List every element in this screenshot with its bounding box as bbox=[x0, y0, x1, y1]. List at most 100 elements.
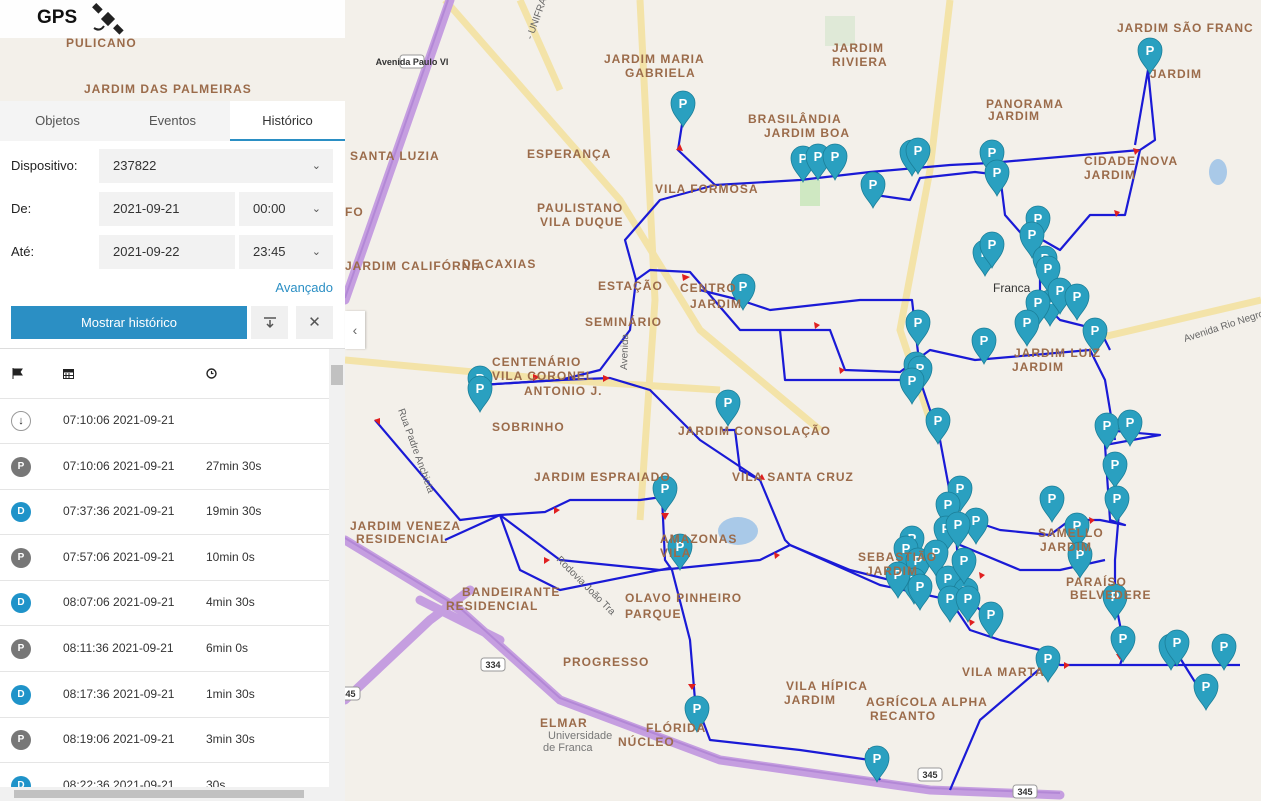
left-panel: GPS Objetos Eventos Histórico Dispositiv… bbox=[0, 0, 345, 801]
device-select[interactable]: 237822 ⌄ bbox=[99, 149, 333, 183]
row-time: 07:10:06 2021-09-21 bbox=[63, 413, 175, 427]
parking-marker-icon[interactable]: P bbox=[1211, 633, 1237, 672]
scroll-hthumb[interactable] bbox=[14, 790, 304, 798]
show-history-button[interactable]: Mostrar histórico bbox=[11, 306, 247, 339]
parking-marker-icon[interactable]: P bbox=[822, 143, 848, 182]
svg-text:P: P bbox=[916, 361, 925, 376]
parking-marker-icon[interactable]: P bbox=[951, 547, 977, 586]
from-time-select[interactable]: 00:00 ⌄ bbox=[239, 192, 333, 226]
svg-text:P: P bbox=[1091, 323, 1100, 338]
parking-marker-icon[interactable]: P bbox=[899, 367, 925, 406]
parking-marker-icon[interactable]: P bbox=[860, 171, 886, 210]
parking-badge: P bbox=[11, 456, 31, 477]
parking-marker-icon[interactable]: P bbox=[1039, 485, 1065, 524]
map-label: AGRÍCOLA ALPHA bbox=[866, 694, 988, 709]
parking-marker-icon[interactable]: P bbox=[971, 327, 997, 366]
advanced-link[interactable]: Avançado bbox=[275, 280, 333, 295]
device-row: Dispositivo: 237822 ⌄ bbox=[0, 149, 345, 183]
parking-marker-icon[interactable]: P bbox=[1094, 412, 1120, 451]
close-button[interactable]: ✕ bbox=[296, 306, 333, 339]
from-row: De: 2021-09-21 00:00 ⌄ bbox=[0, 192, 345, 226]
svg-text:P: P bbox=[944, 497, 953, 512]
parking-marker-icon[interactable]: P bbox=[652, 475, 678, 514]
map-label: JARDIM bbox=[1040, 540, 1092, 554]
svg-text:P: P bbox=[1073, 518, 1082, 533]
svg-text:P: P bbox=[1111, 589, 1120, 604]
map-label: VILA MARTA bbox=[962, 665, 1045, 679]
row-time: 07:10:06 2021-09-21 bbox=[63, 458, 175, 473]
parking-marker-icon[interactable]: P bbox=[1137, 37, 1163, 76]
history-row[interactable]: D 08:07:06 2021-09-21 4min 30s bbox=[0, 580, 329, 627]
parking-marker-icon[interactable]: P bbox=[684, 695, 710, 734]
parking-marker-icon[interactable]: P bbox=[885, 561, 911, 600]
parking-marker-icon[interactable]: P bbox=[923, 539, 949, 578]
parking-marker-icon[interactable]: P bbox=[979, 231, 1005, 270]
parking-marker-icon[interactable]: P bbox=[955, 585, 981, 624]
parking-marker-icon[interactable]: P bbox=[1102, 583, 1128, 622]
history-row[interactable]: P 08:19:06 2021-09-21 3min 30s bbox=[0, 717, 329, 764]
parking-marker-icon[interactable]: P bbox=[730, 273, 756, 312]
map-label: PULICANO bbox=[66, 36, 137, 50]
tab-objetos[interactable]: Objetos bbox=[35, 113, 80, 128]
history-row[interactable]: D 07:37:36 2021-09-21 19min 30s bbox=[0, 489, 329, 536]
parking-marker-icon[interactable]: P bbox=[1067, 541, 1093, 580]
parking-marker-icon[interactable]: P bbox=[1110, 625, 1136, 664]
history-row[interactable]: D 08:17:36 2021-09-21 1min 30s bbox=[0, 672, 329, 718]
map-label: CENTENÁRIO bbox=[492, 354, 581, 369]
row-duration: 19min 30s bbox=[206, 504, 262, 519]
parking-marker-icon[interactable]: P bbox=[467, 375, 493, 414]
parking-marker-icon[interactable]: P bbox=[1064, 283, 1090, 322]
map-label: SEBASTIÃO bbox=[858, 549, 937, 564]
to-date-input[interactable]: 2021-09-22 bbox=[99, 235, 235, 269]
map-label: FLÓRIDA bbox=[646, 720, 706, 735]
parking-marker-icon[interactable]: P bbox=[907, 573, 933, 612]
parking-marker-icon[interactable]: P bbox=[1193, 673, 1219, 712]
map-label: CENTRO bbox=[680, 281, 737, 295]
map-label: PAULISTANO bbox=[537, 201, 623, 215]
parking-marker-icon[interactable]: P bbox=[1035, 645, 1061, 684]
svg-text:P: P bbox=[1126, 415, 1135, 430]
download-button[interactable] bbox=[251, 306, 288, 339]
map-label: OLAVO PINHEIRO bbox=[625, 591, 742, 605]
parking-marker-icon[interactable]: P bbox=[905, 137, 931, 176]
parking-marker-icon[interactable]: P bbox=[984, 159, 1010, 198]
collapse-panel-button[interactable]: ‹ bbox=[345, 311, 365, 349]
map-label: JARDIM CALIFÓRNIA bbox=[345, 258, 485, 273]
svg-text:P: P bbox=[1103, 418, 1112, 433]
history-row[interactable]: ↓ 07:10:06 2021-09-21 bbox=[0, 398, 329, 444]
parking-badge: P bbox=[11, 730, 31, 751]
from-date-input[interactable]: 2021-09-21 bbox=[99, 192, 235, 226]
parking-marker-icon[interactable]: P bbox=[1117, 409, 1143, 448]
parking-marker-icon[interactable]: P bbox=[925, 407, 951, 446]
parking-marker-icon[interactable]: P bbox=[667, 533, 693, 572]
parking-marker-icon[interactable]: P bbox=[978, 601, 1004, 640]
parking-marker-icon[interactable]: P bbox=[864, 745, 890, 784]
parking-marker-icon[interactable]: P bbox=[945, 511, 971, 550]
svg-text:P: P bbox=[956, 481, 965, 496]
parking-marker-icon[interactable]: P bbox=[1164, 629, 1190, 668]
map-label: JARDIM VENEZA bbox=[350, 519, 461, 533]
vertical-scrollbar[interactable] bbox=[329, 349, 345, 801]
parking-marker-icon[interactable]: P bbox=[715, 389, 741, 428]
tab-historico[interactable]: Histórico bbox=[230, 101, 345, 141]
parking-marker-icon[interactable]: P bbox=[1064, 512, 1090, 551]
history-list[interactable]: ↓ 07:10:06 2021-09-21 P 07:10:06 2021-09-21… bbox=[0, 348, 345, 801]
row-time: 08:11:36 2021-09-21 bbox=[63, 641, 174, 655]
parking-marker-icon[interactable]: P bbox=[1014, 309, 1040, 348]
parking-marker-icon[interactable]: P bbox=[670, 90, 696, 129]
svg-text:P: P bbox=[476, 381, 485, 396]
tab-eventos[interactable]: Eventos bbox=[149, 113, 196, 128]
to-time-select[interactable]: 23:45 ⌄ bbox=[239, 235, 333, 269]
horizontal-scrollbar[interactable] bbox=[0, 787, 329, 801]
history-row[interactable]: P 07:10:06 2021-09-21 27min 30s bbox=[0, 444, 329, 490]
parking-marker-icon[interactable]: P bbox=[905, 309, 931, 348]
scroll-thumb[interactable] bbox=[331, 365, 343, 385]
history-row[interactable]: P 08:11:36 2021-09-21 6min 0s bbox=[0, 626, 329, 672]
history-row[interactable]: P 07:57:06 2021-09-21 10min 0s bbox=[0, 535, 329, 581]
parking-marker-icon[interactable]: P bbox=[1102, 451, 1128, 490]
map-label: DE CAXIAS bbox=[462, 257, 536, 271]
highway-shield bbox=[399, 54, 425, 69]
parking-marker-icon[interactable]: P bbox=[1082, 317, 1108, 356]
map-label: RESIDENCIAL bbox=[446, 599, 538, 613]
parking-marker-icon[interactable]: P bbox=[1104, 485, 1130, 524]
